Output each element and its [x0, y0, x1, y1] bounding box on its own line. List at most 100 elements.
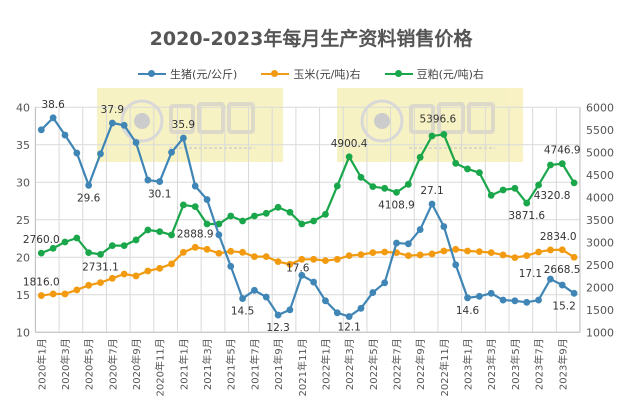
data-point [547, 275, 554, 283]
data-point [191, 182, 199, 190]
data-point [428, 250, 436, 258]
x-tick-label: 2021年3月 [201, 338, 214, 390]
data-point [49, 114, 57, 122]
chart-title: 2020-2023年每月生产资料销售价格 [149, 28, 473, 50]
data-label: 2760.0 [23, 234, 60, 246]
data-point [85, 281, 93, 289]
data-point [156, 228, 164, 236]
data-point [440, 223, 448, 230]
legend: 生猪(元/公斤) 玉米(元/吨)右 豆粕(元/吨)右 [0, 66, 622, 82]
data-point [440, 247, 448, 255]
legend-item-pig[interactable]: 生猪(元/公斤) [138, 66, 237, 82]
data-point [239, 295, 246, 302]
legend-item-soymeal[interactable]: 豆粕(元/吨)右 [384, 66, 484, 82]
y-right-tick-label: 3500 [586, 214, 614, 227]
data-point [357, 173, 365, 181]
legend-swatch-soymeal [384, 70, 413, 77]
data-point [499, 186, 507, 194]
data-point [487, 249, 495, 257]
data-point [191, 203, 199, 211]
watermark-logo [97, 88, 283, 162]
data-point [49, 244, 57, 252]
x-tick-label: 2023年3月 [485, 338, 498, 390]
data-point [239, 217, 246, 225]
data-point [535, 248, 542, 256]
data-point [49, 290, 57, 298]
data-point [475, 248, 483, 256]
data-point [547, 246, 554, 254]
data-label: 14.6 [456, 305, 480, 317]
x-tick-label: 2022年5月 [367, 338, 380, 390]
data-point [404, 240, 412, 248]
data-point [156, 264, 164, 272]
data-point [558, 160, 566, 168]
data-point [132, 272, 140, 280]
data-point [215, 220, 223, 228]
data-point [464, 165, 471, 173]
data-point [61, 238, 69, 246]
data-point [191, 243, 199, 251]
x-tick-label: 2022年1月 [319, 338, 332, 390]
y-left-tick-label: 35 [16, 139, 30, 152]
data-label: 2888.9 [177, 228, 214, 240]
data-point [428, 132, 436, 140]
data-point [262, 253, 270, 261]
x-tick-label: 2021年1月 [177, 338, 190, 390]
data-label: 2668.5 [544, 264, 581, 276]
data-label: 2731.1 [82, 261, 119, 273]
data-point [310, 217, 318, 225]
data-label: 17.1 [519, 268, 542, 280]
data-label: 1816.0 [23, 277, 60, 289]
x-tick-label: 2020年11月 [154, 338, 167, 396]
data-point [404, 180, 412, 188]
data-point [168, 260, 175, 268]
data-point [464, 294, 471, 302]
x-tick-label: 2023年7月 [533, 338, 546, 390]
series-line-2 [40, 133, 576, 256]
legend-item-corn[interactable]: 玉米(元/吨)右 [261, 66, 361, 82]
data-point [404, 252, 412, 260]
data-point [179, 134, 187, 142]
data-point [440, 131, 448, 138]
data-point [262, 293, 270, 301]
x-tick-label: 2020年5月 [83, 338, 96, 390]
legend-label: 生猪(元/公斤) [170, 68, 238, 81]
data-point [523, 298, 531, 306]
data-point [570, 289, 578, 297]
x-tick-label: 2020年3月 [59, 338, 72, 390]
data-point [298, 271, 306, 279]
data-point [73, 149, 81, 157]
data-point [345, 252, 353, 260]
data-point [535, 181, 542, 189]
data-point [85, 181, 93, 189]
watermark-dot-icon [134, 113, 150, 129]
data-point [487, 289, 495, 297]
watermark-glyph-shape [227, 102, 255, 134]
data-point [97, 150, 104, 158]
data-point [251, 286, 258, 294]
y-left-tick-label: 25 [16, 214, 30, 227]
y-right-tick-label: 2000 [586, 281, 614, 294]
data-point [452, 261, 460, 269]
watermark-circle-icon [120, 99, 164, 143]
data-point [369, 183, 377, 191]
y-right-tick-label: 6000 [586, 101, 614, 114]
data-point [132, 236, 140, 244]
watermark-dot-icon [374, 113, 390, 129]
x-tick-label: 2022年7月 [391, 338, 404, 390]
data-point [251, 253, 258, 261]
data-point [108, 119, 116, 127]
data-point [144, 176, 152, 184]
data-label: 4900.4 [331, 138, 368, 150]
data-point [511, 184, 519, 192]
data-label: 2834.0 [540, 231, 577, 243]
data-point [558, 246, 566, 254]
y-right-tick-label: 2500 [586, 259, 614, 272]
data-point [475, 169, 483, 177]
data-label: 3871.6 [508, 210, 545, 222]
y-left-tick-label: 15 [16, 289, 30, 302]
data-label: 30.1 [148, 189, 171, 201]
y-right-tick-label: 1000 [586, 326, 614, 339]
data-point [452, 245, 460, 253]
